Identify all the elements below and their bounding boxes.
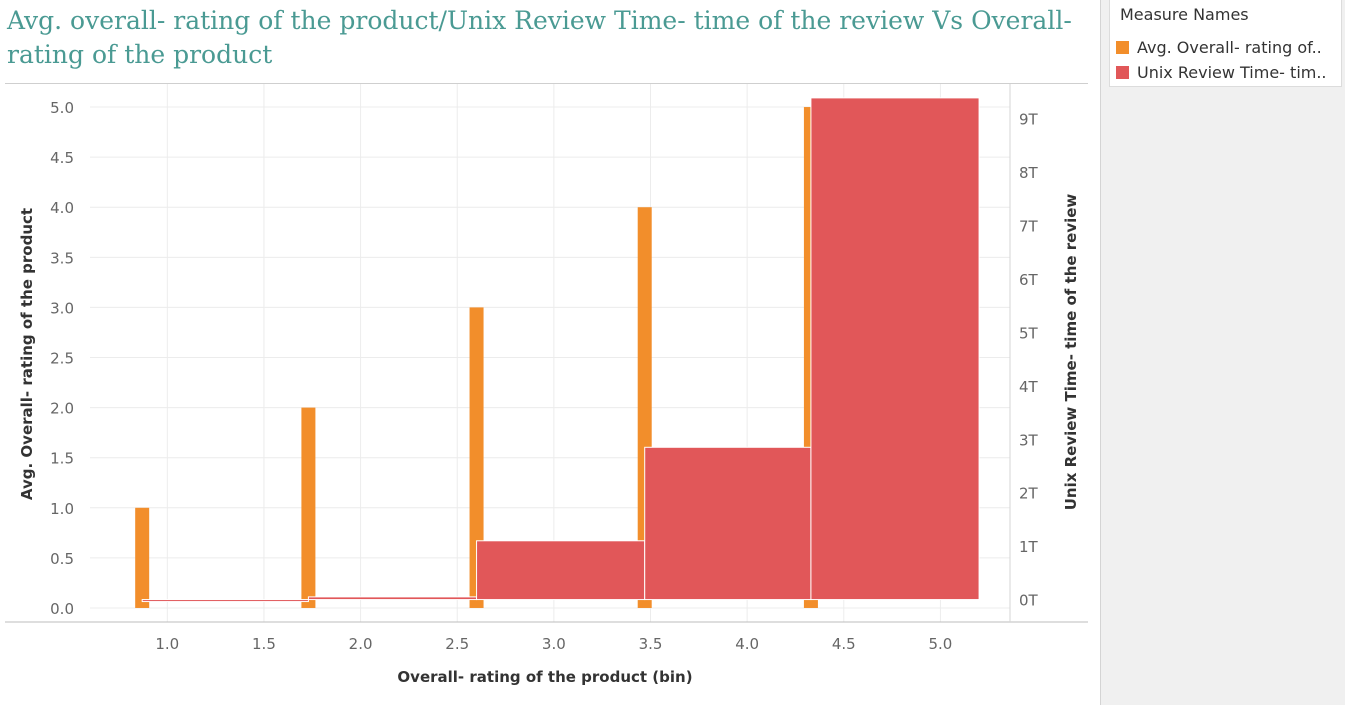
y2-tick-label: 7T	[1019, 218, 1039, 236]
x-tick-label: 1.0	[155, 635, 179, 653]
y2-tick-label: 5T	[1019, 324, 1039, 342]
y-tick-label: 4.0	[50, 199, 74, 217]
y-axis-label: Avg. Overall- rating of the product	[18, 208, 36, 500]
legend-item-avg-rating[interactable]: Avg. Overall- rating of..	[1116, 38, 1322, 58]
legend-panel	[1100, 0, 1345, 705]
y2-tick-label: 6T	[1019, 271, 1039, 289]
chart-area: 0.0 0.5 1.0 1.5 2.0 2.5 3.0 3.5 4.0 4.5 5.0 0T 1T 2T 3…	[5, 84, 1088, 686]
bar-unix-time[interactable]	[476, 540, 646, 601]
x-tick-label: 2.5	[445, 635, 469, 653]
y-tick-label: 2.5	[50, 350, 74, 368]
legend-item-unix-time[interactable]: Unix Review Time- tim..	[1116, 63, 1327, 83]
y-tick-label: 3.5	[50, 249, 74, 267]
legend-item-label: Avg. Overall- rating of..	[1137, 38, 1322, 57]
y2-tick-label: 1T	[1019, 538, 1039, 556]
bar-avg-rating[interactable]	[301, 407, 316, 608]
y-tick-label: 1.0	[50, 500, 74, 518]
title-divider	[5, 83, 1088, 84]
bar-unix-time[interactable]	[307, 596, 478, 601]
y-tick-label: 0.0	[50, 600, 74, 618]
y-tick-label: 1.5	[50, 450, 74, 468]
bar-unix-time[interactable]	[644, 446, 812, 601]
legend-swatch	[1116, 41, 1129, 54]
y-tick-label: 0.5	[50, 550, 74, 568]
bar-unix-time[interactable]	[810, 97, 980, 601]
bar-avg-rating[interactable]	[469, 307, 484, 608]
bar-avg-rating[interactable]	[135, 507, 150, 608]
bar-unix-time[interactable]	[141, 599, 309, 603]
legend-swatch	[1116, 66, 1129, 79]
legend: Measure Names Avg. Overall- rating of.. …	[1109, 0, 1342, 87]
y-tick-label: 4.5	[50, 149, 74, 167]
y-tick-label: 5.0	[50, 99, 74, 117]
y2-tick-label: 3T	[1019, 431, 1039, 449]
y2-tick-label: 4T	[1019, 378, 1039, 396]
tick-labels: 0.0 0.5 1.0 1.5 2.0 2.5 3.0 3.5 4.0 4.5 5.0 0T 1T 2T 3…	[50, 99, 1038, 653]
y2-tick-label: 2T	[1019, 485, 1039, 503]
x-tick-label: 4.5	[832, 635, 856, 653]
y-tick-label: 3.0	[50, 299, 74, 317]
y2-tick-label: 8T	[1019, 164, 1039, 182]
bars	[135, 97, 980, 608]
axes	[5, 84, 1088, 623]
legend-item-label: Unix Review Time- tim..	[1137, 63, 1327, 82]
x-tick-label: 3.0	[542, 635, 566, 653]
legend-title: Measure Names	[1120, 5, 1249, 24]
y-tick-label: 2.0	[50, 400, 74, 418]
x-tick-label: 5.0	[928, 635, 952, 653]
x-tick-label: 3.5	[639, 635, 663, 653]
x-tick-label: 2.0	[349, 635, 373, 653]
y2-tick-label: 9T	[1019, 111, 1039, 129]
x-tick-label: 4.0	[735, 635, 759, 653]
x-tick-label: 1.5	[252, 635, 276, 653]
y2-axis-label: Unix Review Time- time of the review	[1062, 194, 1080, 511]
y2-tick-label: 0T	[1019, 592, 1039, 610]
x-axis-label: Overall- rating of the product (bin)	[397, 668, 692, 686]
chart-title: Avg. overall- rating of the product/Unix…	[7, 6, 1072, 69]
